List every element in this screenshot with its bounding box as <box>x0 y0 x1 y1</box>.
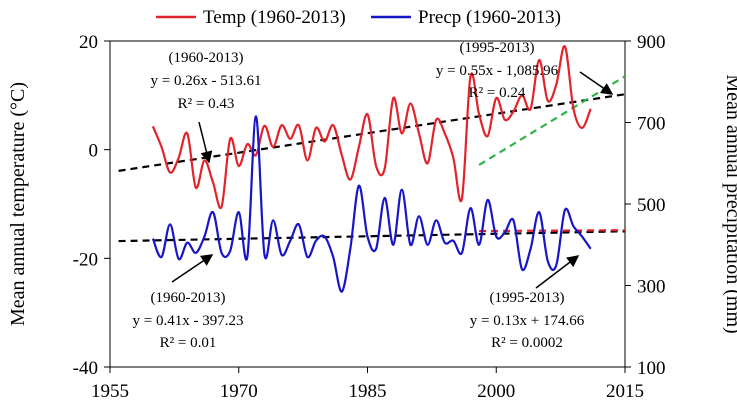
annotation-precp-all-line3: R² = 0.01 <box>160 335 217 351</box>
x-tick-label: 2015 <box>606 381 644 402</box>
annotation-precp-recent-line3: R² = 0.0002 <box>491 335 563 351</box>
annotation-temp-all-line2: y = 0.26x - 513.61 <box>151 73 262 89</box>
annotation-temp-recent: (1995-2013) y = 0.55x - 1,085.96 R² = 0.… <box>436 40 614 101</box>
temp-trend-1995-2013 <box>478 75 626 166</box>
y-right-axis-title: Mean annual precipitation (mm) <box>722 74 737 333</box>
x-tick-label: 1985 <box>349 381 387 402</box>
annotation-precp-all-arrow <box>171 254 214 283</box>
annotation-precp-recent-line1: (1995-2013) <box>490 290 565 306</box>
y-left-axis-title: Mean annual temperature (°C) <box>7 82 29 326</box>
y-left-tick-label: 0 <box>89 141 99 162</box>
annotation-temp-all-arrow <box>198 121 213 164</box>
annotation-precp-all-line1: (1960-2013) <box>151 290 226 306</box>
x-tick-label: 1970 <box>220 381 258 402</box>
legend: Temp (1960-2013) Precp (1960-2013) <box>156 7 561 28</box>
precp-series-line <box>151 115 592 293</box>
annotation-temp-all-line1: (1960-2013) <box>169 50 244 66</box>
y-right-tick-label: 700 <box>637 114 666 135</box>
annotation-temp-all-line3: R² = 0.43 <box>178 96 235 112</box>
legend-precp-label: Precp (1960-2013) <box>418 7 561 28</box>
annotation-temp-recent-line1: (1995-2013) <box>460 40 535 56</box>
series-lines <box>151 45 592 293</box>
y-right-tick-label: 500 <box>637 195 666 216</box>
annotation-precp-all-line2: y = 0.41x - 397.23 <box>133 313 244 329</box>
y-right-tick-label: 900 <box>637 32 666 53</box>
annotation-precp-recent-line2: y = 0.13x + 174.66 <box>470 313 585 329</box>
y-left-tick-label: -20 <box>73 249 98 270</box>
y-right-tick-label: 100 <box>637 358 666 379</box>
annotation-precp-recent-arrow <box>535 255 580 289</box>
x-tick-label: 1955 <box>91 381 129 402</box>
precp-trend-1995-2013 <box>479 229 626 233</box>
axis-ticks: 1955 1970 1985 2000 2015 -40 -20 0 20 100 300 500 70… <box>73 32 666 402</box>
temp-series-line <box>151 45 592 210</box>
precp-trend-1960-2013 <box>118 230 626 243</box>
y-left-tick-label: 20 <box>79 32 98 53</box>
legend-temp-label: Temp (1960-2013) <box>203 7 346 28</box>
y-right-tick-label: 300 <box>637 277 666 298</box>
y-left-tick-label: -40 <box>73 358 98 379</box>
x-tick-label: 2000 <box>477 381 515 402</box>
annotation-temp-recent-arrow <box>579 71 614 95</box>
annotation-temp-recent-line3: R² = 0.24 <box>469 85 526 101</box>
annotation-temp-recent-line2: y = 0.55x - 1,085.96 <box>436 63 559 79</box>
annotation-temp-all: (1960-2013) y = 0.26x - 513.61 R² = 0.43 <box>151 50 262 164</box>
annotation-precp-recent: (1995-2013) y = 0.13x + 174.66 R² = 0.00… <box>470 255 585 351</box>
annotation-precp-all: (1960-2013) y = 0.41x - 397.23 R² = 0.01 <box>133 254 244 351</box>
